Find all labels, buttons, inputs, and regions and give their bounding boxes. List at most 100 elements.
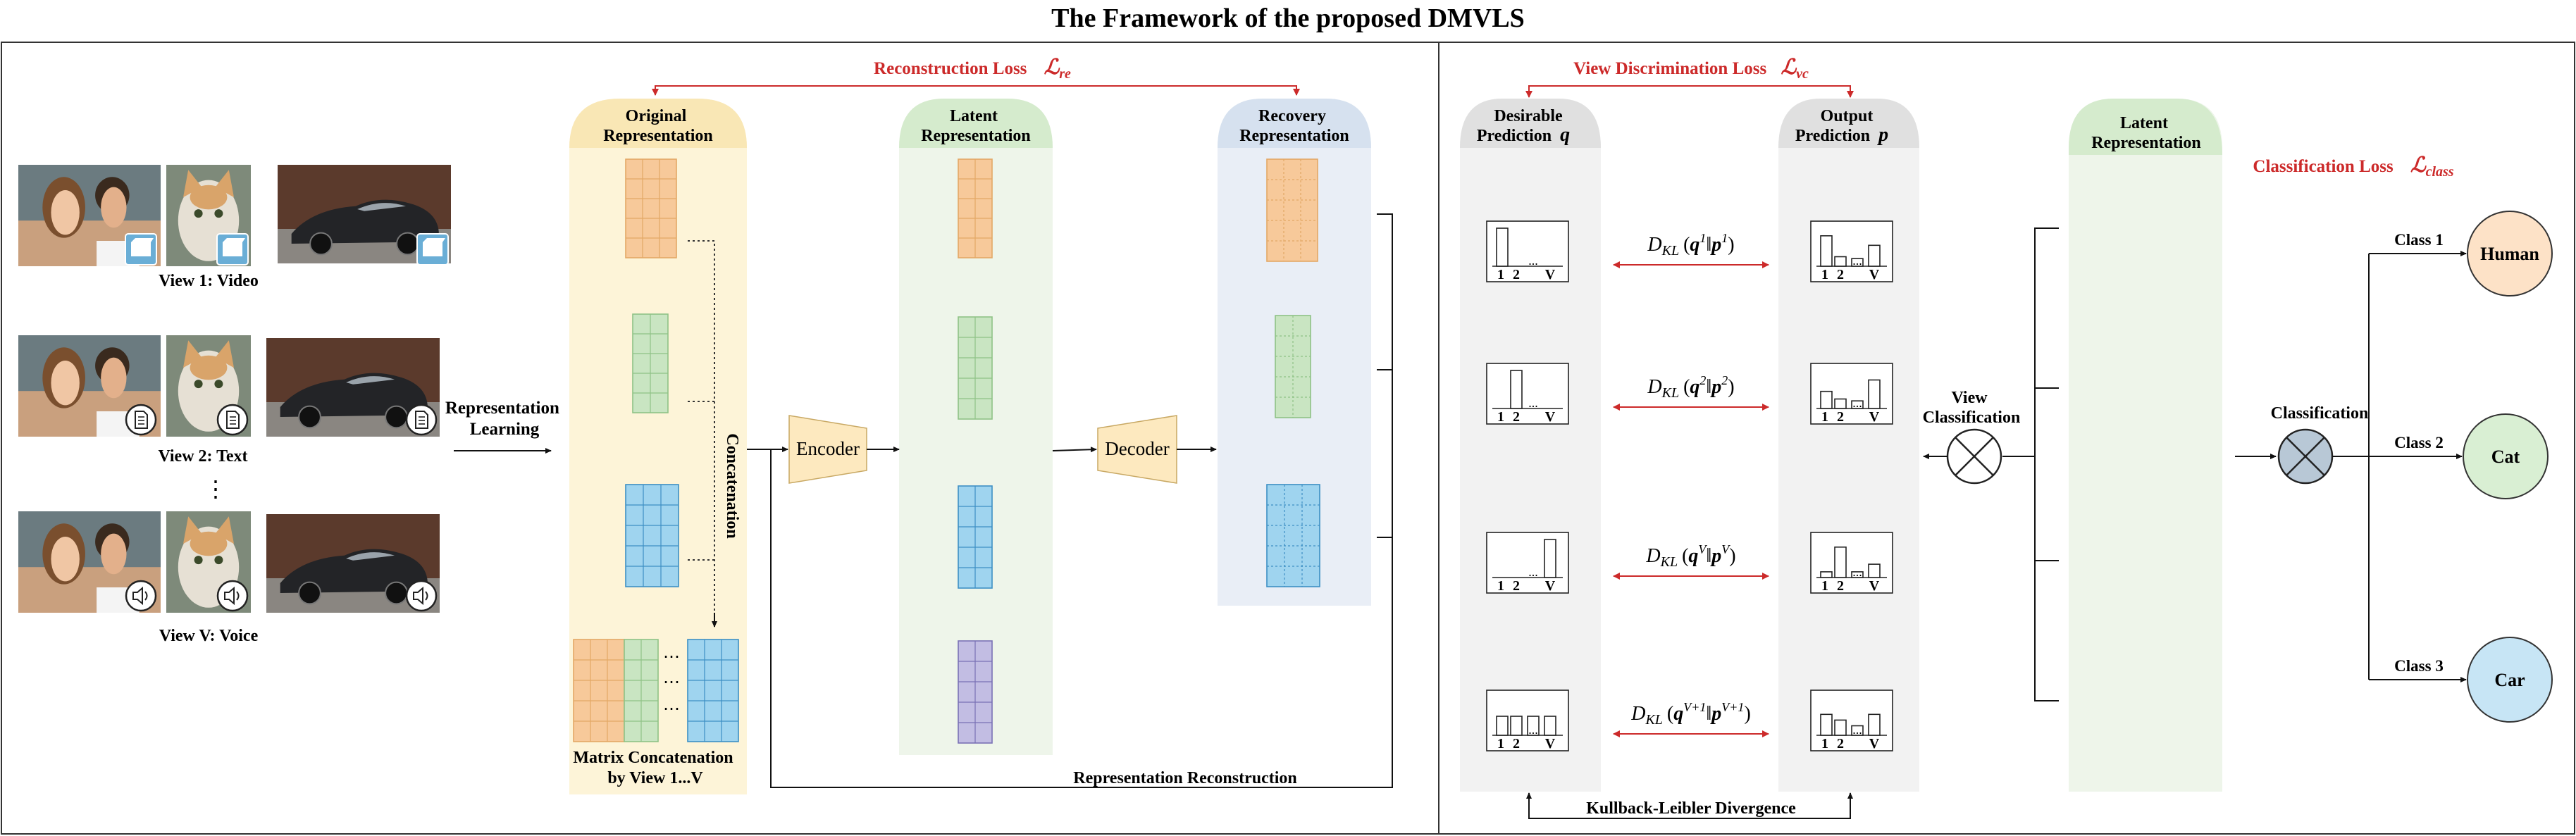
original-representation-header: Original Representation [603,107,713,145]
output-histogram-1: 1 2 V... [1810,220,1893,282]
desirable-histogram-4-dots: ... [1528,723,1538,737]
car-body [280,549,428,593]
kl-close: ) [1728,376,1734,398]
desirable-histogram-3-tick-1: 1 [1497,578,1504,594]
cat-ear-left [183,170,202,198]
kl-q-sup: V+1 [1683,700,1706,714]
kl-p-sup: 2 [1721,373,1728,387]
output-histogram-3-bar [1868,563,1881,578]
desirable-histogram-2-frame [1486,363,1569,425]
cat-eye-left [194,556,203,565]
kl-open: ( [1682,545,1688,567]
output-histogram-2-bar [1834,398,1847,409]
kl-prefix: D [1647,376,1661,398]
kl-close: ) [1744,703,1750,725]
kl-subscript: KL [1660,554,1678,570]
output-histogram-3-tick-1: 1 [1821,578,1828,594]
video-icon-top [131,238,154,242]
output-histogram-1-tick-v: V [1869,267,1880,282]
latent-grid-fused [958,640,993,744]
concat-row-ellipsis: ⋯ [663,700,680,718]
desirable-histogram-1-tick-2: 2 [1513,267,1520,282]
car-wheel-front [309,232,333,256]
cat-patch [190,185,228,210]
desirable-histogram-1-bar [1496,227,1509,267]
desirable-histogram-1-dots: ... [1528,254,1538,268]
concat-grid-view-1-frame [573,639,625,742]
output-histogram-3: 1 2 V... [1810,532,1893,594]
kl-q-sup: 2 [1699,373,1706,387]
latent-grid-view-v [958,485,993,589]
desirable-histogram-4-bar [1496,716,1509,736]
desirable-histogram-4-bar [1510,716,1523,736]
output-histogram-4-tick-v: V [1869,736,1880,751]
output-histogram-1-tick-1: 1 [1821,267,1828,282]
decoder-label: Decoder [1105,438,1169,459]
kl-prefix: D [1630,703,1645,725]
representation-learning-label: Representation Learning [445,399,564,439]
kl-subscript: KL [1661,385,1679,401]
kl-p: p [1710,234,1721,256]
right-panel [1438,42,2575,835]
car-window [346,376,395,385]
concat-row-ellipsis: ⋯ [663,673,680,692]
output-histogram-3-bar [1851,571,1864,578]
output-histogram-3-frame [1810,532,1893,594]
class-node-human [2467,211,2553,297]
speaker-icon [216,580,249,612]
kl-sep: ‖ [1706,376,1711,398]
kl-q: q [1690,234,1699,256]
desirable-prediction-header: Desirable Prediction q [1477,107,1570,146]
cat-ear-left [183,516,202,544]
recovery-grid-view-1-frame [1266,158,1318,262]
document-icon [405,404,438,436]
recovery-grid-view-2 [1275,315,1311,418]
view-label-voice: View V: Voice [159,627,259,645]
kl-subscript: KL [1645,712,1662,728]
view-v-photos [18,511,440,613]
desirable-histogram-2-bar [1510,370,1523,409]
photo-car [278,165,451,263]
car-body [280,373,428,417]
car-body [291,199,439,244]
output-histogram-4-tick-1: 1 [1821,736,1828,751]
video-icon-top [423,238,445,242]
matrix-concatenation-label: Matrix Concatenation by View 1...V [573,749,737,787]
kl-prefix: D [1647,234,1661,256]
desirable-histogram-4-bar [1527,716,1540,736]
output-histogram-1-bar [1834,256,1847,267]
kl-divergence-label: Kullback-Leibler Divergence [1586,799,1796,818]
photo-cat [166,335,251,437]
recovery-representation-header: Recovery Representation [1239,107,1349,145]
concat-grid-view-1 [573,639,625,742]
class-node-car [2467,637,2553,723]
latent-grid-view-2 [958,316,993,420]
output-histogram-2-bar [1868,379,1881,409]
view-classification-node [1946,428,2002,485]
concat-grid-view-v [687,639,739,742]
output-histogram-4-tick-2: 2 [1837,736,1844,751]
cat-eye-right [214,380,223,389]
car-wheel-rear [396,232,419,256]
desirable-histogram-2: 1 2 V... [1486,363,1569,425]
cat-eye-right [214,556,223,565]
face-man [101,357,127,399]
kl-q: q [1690,376,1699,398]
speaker-icon-wave [144,591,148,601]
kl-q-sup: V [1698,542,1707,556]
car-wheel-rear [385,405,408,429]
output-histogram-3-bar [1820,571,1833,578]
kl-p-sup: V [1721,542,1730,556]
representation-reconstruction-label: Representation Reconstruction [1073,769,1297,787]
views-ellipsis: ⋮ [204,476,227,501]
face-man [101,533,127,575]
output-histogram-1-bar [1851,258,1864,267]
desirable-histogram-4-tick-1: 1 [1497,736,1504,751]
car-wheel-front [298,581,321,605]
desirable-histogram-2-tick-2: 2 [1513,409,1520,425]
output-histogram-4-bar [1851,725,1864,736]
class-node-car-label: Car [2494,670,2525,690]
cat-eye-left [194,209,203,218]
cat-eye-left [194,380,203,389]
output-prediction-column [1778,99,1919,792]
